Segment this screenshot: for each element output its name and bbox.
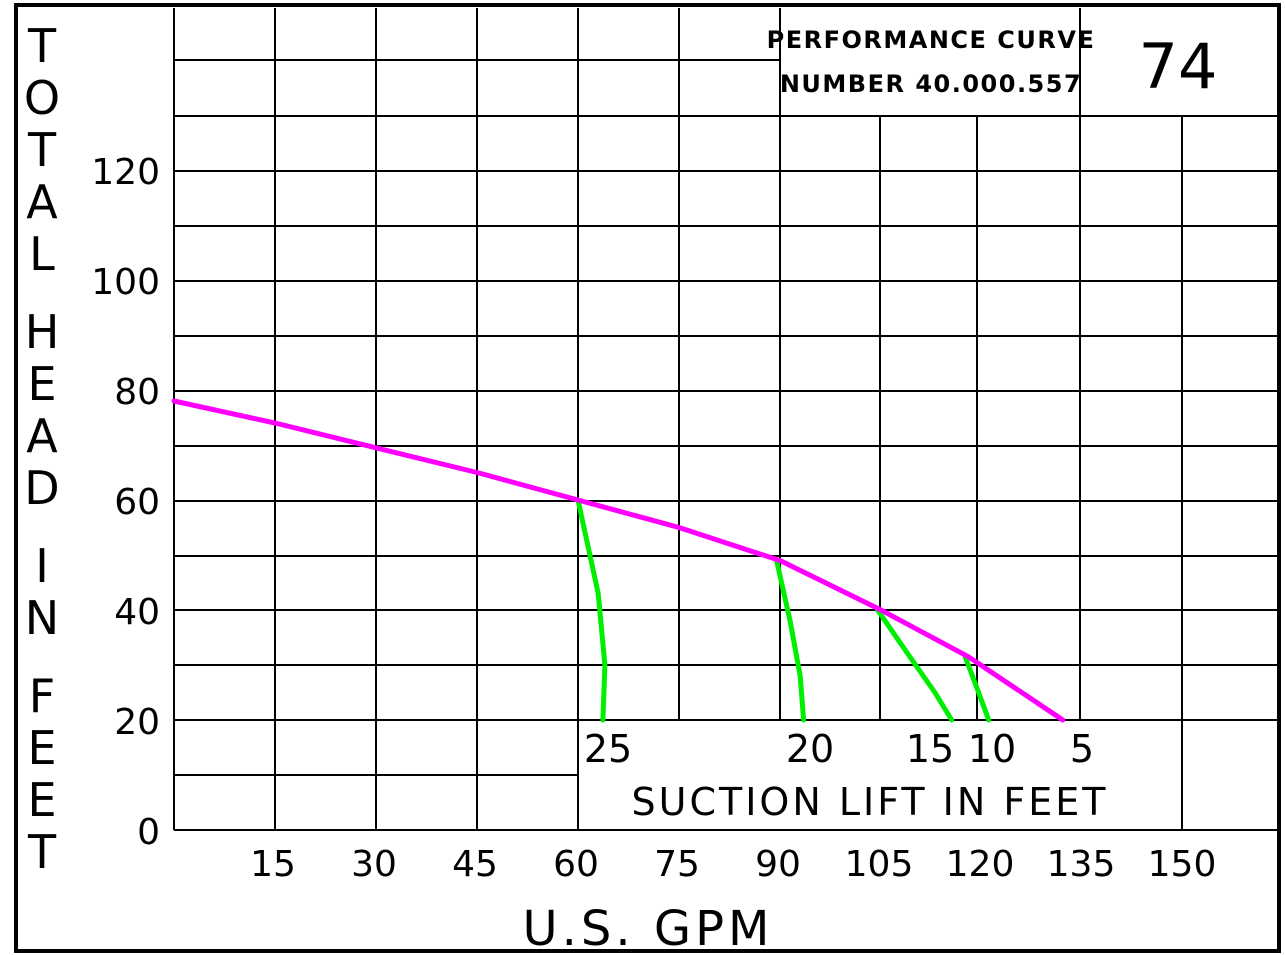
y-axis-label-letter: E	[27, 721, 56, 775]
grid	[173, 8, 1279, 831]
y-axis-label-letter: E	[27, 357, 56, 411]
y-axis-label-letter: T	[27, 19, 57, 73]
suction-lift-label-20: 20	[786, 727, 834, 771]
y-axis-label-letter: L	[29, 227, 55, 281]
y-axis-label-letter: D	[24, 461, 59, 515]
x-tick-label: 150	[1148, 844, 1217, 885]
y-axis-label-letter: A	[26, 409, 58, 463]
x-tick-labels: 15 30 45 60 75 90 105 120 135 150	[250, 844, 1216, 885]
title-line-2: NUMBER 40.000.557	[780, 70, 1082, 98]
suction-lift-line-25	[575, 497, 608, 723]
x-tick-label: 60	[553, 844, 599, 885]
y-axis-label-letter: F	[29, 669, 55, 723]
y-axis-label-letter: T	[27, 825, 57, 879]
performance-curve-line	[171, 398, 1066, 723]
y-axis-label-letter: N	[25, 591, 59, 645]
chart-border	[14, 3, 1281, 953]
suction-lift-lines	[575, 497, 992, 723]
y-axis-label-letter: A	[26, 175, 58, 229]
suction-lift-line-10	[962, 654, 992, 723]
suction-lift-label-5: 5	[1070, 727, 1094, 771]
x-tick-label: 30	[351, 844, 397, 885]
y-tick-label: 40	[114, 592, 160, 633]
x-tick-label: 135	[1047, 844, 1116, 885]
suction-lift-line-15	[875, 607, 955, 723]
suction-lift-label-25: 25	[584, 727, 632, 771]
suction-lift-title: SUCTION LIFT IN FEET	[632, 780, 1109, 824]
x-axis-label: U.S. GPM	[523, 901, 774, 955]
x-tick-label: 75	[654, 844, 700, 885]
suction-lift-label-15: 15	[906, 727, 954, 771]
series-lines	[171, 398, 1066, 723]
curve-number: 74	[1139, 30, 1218, 103]
y-tick-labels: 0 20 40 60 80 100 120	[91, 152, 160, 853]
title-block: PERFORMANCE CURVE NUMBER 40.000.557 74	[767, 26, 1218, 103]
x-tick-label: 120	[946, 844, 1015, 885]
suction-lift-line-20	[774, 558, 807, 723]
y-tick-label: 20	[114, 702, 160, 743]
y-axis-label-letter: I	[35, 539, 49, 593]
x-tick-label: 90	[755, 844, 801, 885]
y-tick-label: 60	[114, 482, 160, 523]
y-tick-label: 100	[91, 262, 160, 303]
y-tick-label: 0	[137, 812, 160, 853]
y-tick-label: 80	[114, 372, 160, 413]
y-axis-label-letter: E	[27, 773, 56, 827]
y-axis-label-letter: O	[24, 71, 60, 125]
x-tick-label: 15	[250, 844, 296, 885]
x-tick-label: 45	[452, 844, 498, 885]
y-axis-label-letter: H	[25, 305, 60, 359]
x-tick-label: 105	[845, 844, 914, 885]
y-axis-label-letter: T	[27, 123, 57, 177]
y-tick-label: 120	[91, 152, 160, 193]
title-line-1: PERFORMANCE CURVE	[767, 26, 1096, 54]
suction-lift-label-10: 10	[968, 727, 1016, 771]
suction-lift-labels: 25 20 15 10 5	[584, 727, 1094, 771]
